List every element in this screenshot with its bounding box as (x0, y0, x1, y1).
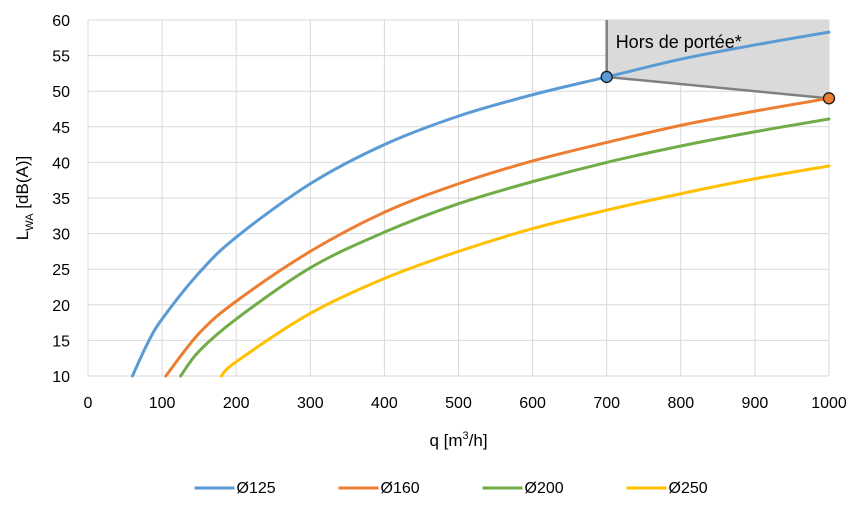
y-tick-label-6: 40 (52, 155, 70, 172)
x-tick-label-10: 1000 (811, 395, 847, 412)
x-tick-label-6: 600 (519, 395, 546, 412)
y-tick-label-1: 15 (52, 333, 70, 350)
series-line-2 (179, 117, 831, 378)
x-tick-label-5: 500 (445, 395, 472, 412)
legend: Ø125 Ø160 Ø200 Ø250 (194, 480, 708, 497)
x-tick-label-2: 200 (223, 395, 250, 412)
legend-label-3: Ø250 (669, 480, 708, 497)
y-tick-label-9: 55 (52, 49, 70, 66)
legend-label-0: Ø125 (237, 480, 276, 497)
x-axis-label-tail: /h] (469, 431, 488, 450)
point-markers (600, 70, 836, 105)
x-tick-label-1: 100 (149, 395, 176, 412)
y-axis-label-base: L (13, 231, 32, 240)
y-axis-label-sub: WA (24, 213, 36, 231)
x-axis-label-base: q [m (429, 431, 462, 450)
x-tick-label-0: 0 (84, 395, 93, 412)
out-of-range-area (606, 20, 829, 99)
out-of-range-region: Hors de portée* (605, 20, 830, 100)
y-axis-label: LWA [dB(A)] (13, 156, 36, 240)
x-tick-label-7: 700 (593, 395, 620, 412)
x-axis-label: q [m3/h] (429, 430, 487, 450)
y-tick-label-8: 50 (52, 84, 70, 101)
legend-label-2: Ø200 (525, 480, 564, 497)
x-tick-label-3: 300 (297, 395, 324, 412)
series-line-0 (130, 30, 831, 378)
y-tick-label-2: 20 (52, 298, 70, 315)
y-tick-label-3: 25 (52, 262, 70, 279)
x-axis-label-sup: 3 (463, 430, 469, 442)
y-tick-label-5: 35 (52, 191, 70, 208)
x-tick-label-4: 400 (371, 395, 398, 412)
x-tick-label-9: 900 (742, 395, 769, 412)
series-line-3 (219, 164, 831, 378)
y-axis-label-tail: [dB(A)] (13, 156, 32, 214)
y-tick-label-0: 10 (52, 369, 70, 386)
series-lines (130, 30, 831, 378)
marker-0 (600, 70, 613, 84)
out-of-range-bottom-edge (606, 75, 830, 100)
y-tick-label-4: 30 (52, 227, 70, 244)
marker-1 (822, 92, 836, 105)
y-tick-label-7: 45 (52, 120, 70, 137)
x-tick-label-8: 800 (667, 395, 694, 412)
series-line-1 (164, 96, 831, 378)
y-tick-label-10: 60 (52, 13, 70, 30)
out-of-range-label: Hors de portée* (616, 32, 742, 52)
legend-label-1: Ø160 (381, 480, 420, 497)
